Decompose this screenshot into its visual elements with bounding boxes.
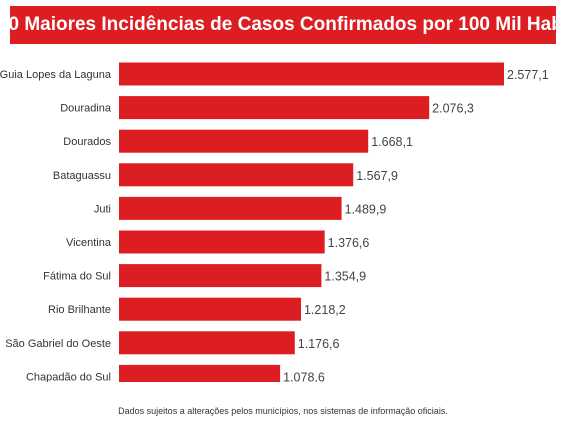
value-label: 1.354,9 <box>324 270 366 284</box>
bar <box>119 264 322 288</box>
bar <box>119 96 430 120</box>
bar <box>119 163 354 187</box>
bar <box>119 364 281 382</box>
value-label: 1.567,9 <box>356 169 398 183</box>
category-label: Chapadão do Sul <box>26 371 111 382</box>
category-label: Dourados <box>63 136 111 148</box>
value-label: 1.176,6 <box>298 337 340 351</box>
bar <box>119 62 504 86</box>
value-label: 1.376,6 <box>328 236 370 250</box>
value-label: 2.076,3 <box>432 102 474 116</box>
footnote: Dados sujeitos a alterações pelos municí… <box>118 406 448 416</box>
category-label: Bataguassu <box>53 170 111 182</box>
category-label: Vicentina <box>66 237 112 249</box>
category-label: Rio Brilhante <box>48 304 111 316</box>
bar <box>119 129 369 153</box>
bar <box>119 230 325 254</box>
category-label: São Gabriel do Oeste <box>5 338 111 350</box>
value-label: 2.577,1 <box>507 68 549 82</box>
category-label: Juti <box>94 203 111 215</box>
bar <box>119 331 295 355</box>
value-label: 1.489,9 <box>345 202 387 216</box>
category-label: Douradina <box>60 103 112 115</box>
chart-title: 10 Maiores Incidências de Casos Confirma… <box>0 14 566 35</box>
value-label: 1.668,1 <box>371 135 413 149</box>
bar <box>119 196 342 220</box>
category-label: Guia Lopes da Laguna <box>0 69 112 81</box>
chart-title-banner: 10 Maiores Incidências de Casos Confirma… <box>0 6 566 44</box>
value-label: 1.218,2 <box>304 303 346 317</box>
bar <box>119 297 301 321</box>
value-label: 1.078,6 <box>283 370 325 382</box>
category-label: Fátima do Sul <box>43 271 111 283</box>
bar-chart: Guia Lopes da Laguna 2.577,1 Douradina 2.07… <box>0 62 549 382</box>
